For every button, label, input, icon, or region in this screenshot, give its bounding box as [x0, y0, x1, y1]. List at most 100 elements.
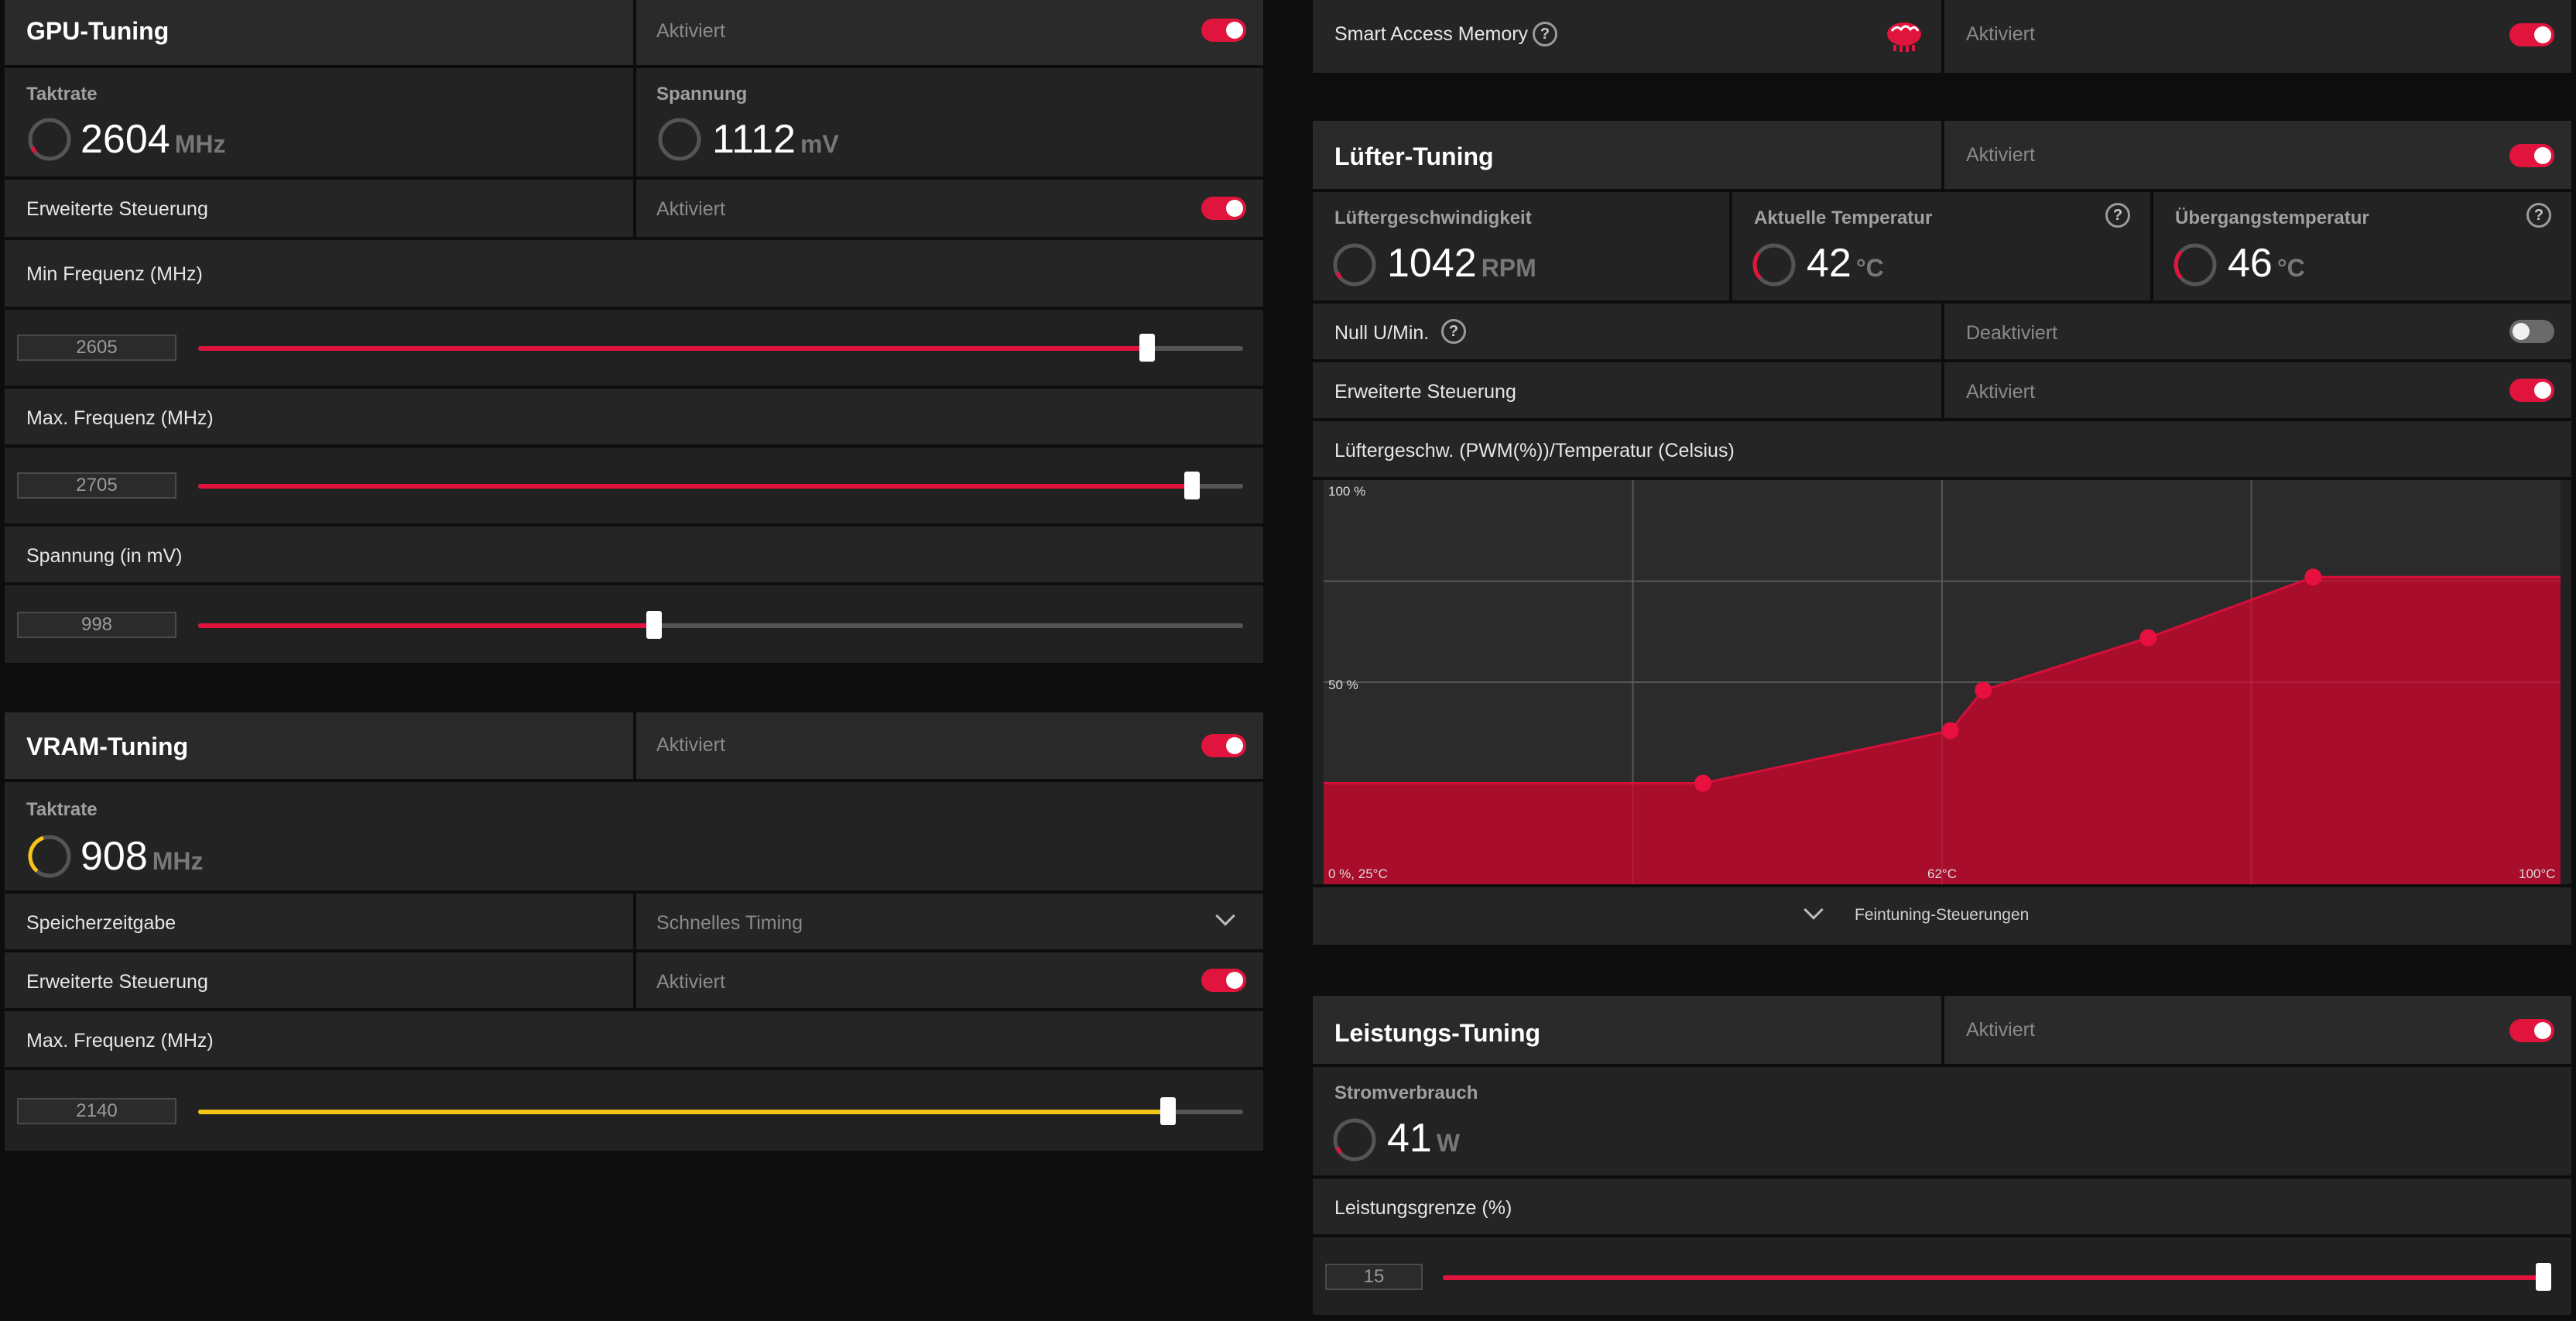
help-icon[interactable]: ? [2526, 203, 2551, 228]
vram-tuning-toggle[interactable] [1201, 734, 1246, 757]
vram-timing-value: Schnelles Timing [656, 912, 803, 934]
junction-temp-gauge-icon [2174, 243, 2217, 287]
power-limit-label-row: Leistungsgrenze (%) [1313, 1179, 2571, 1234]
zero-rpm-toggle[interactable] [2509, 320, 2554, 343]
fan-curve-area [1324, 577, 2561, 884]
sam-label-row: Smart Access Memory ? [1313, 0, 1941, 73]
fan-curve-points [1694, 568, 2322, 792]
current-temp-value: 42 °C [1807, 241, 1884, 286]
gpu-min-freq-slider-thumb[interactable] [1139, 334, 1155, 362]
gpu-advanced-status: Aktiviert [656, 198, 725, 220]
x-tick-100: 100°C [2519, 866, 2555, 881]
gpu-max-freq-label: Max. Frequenz (MHz) [26, 407, 214, 429]
power-limit-slider-thumb[interactable] [2536, 1263, 2551, 1291]
vram-max-freq-slider-thumb[interactable] [1160, 1097, 1176, 1125]
x-tick-62: 62°C [1927, 866, 1957, 881]
power-draw-gauge-icon [1333, 1118, 1376, 1161]
vram-clock-label: Taktrate [26, 799, 98, 820]
fan-advanced-status-row[interactable]: Aktiviert [1944, 362, 2571, 418]
fan-curve-point-1[interactable] [1694, 774, 1712, 792]
help-icon[interactable]: ? [1441, 319, 1466, 344]
fine-tuning-label: Feintuning-Steuerungen [1855, 906, 2030, 924]
vram-timing-label: Speicherzeitgabe [26, 912, 176, 934]
vram-max-freq-slider[interactable] [198, 1097, 1243, 1125]
gpu-max-freq-label-row: Max. Frequenz (MHz) [5, 389, 1263, 444]
fan-curve-point-2[interactable] [1941, 722, 1959, 739]
gpu-tuning-toggle[interactable] [1201, 19, 1246, 42]
vram-tuning-status-row[interactable]: Aktiviert [636, 712, 1263, 779]
vram-max-freq-slider-row: 2140 [5, 1070, 1263, 1151]
gpu-advanced-status-row[interactable]: Aktiviert [636, 180, 1263, 237]
sam-status: Aktiviert [1966, 23, 2035, 45]
vram-advanced-label-row: Erweiterte Steuerung [5, 952, 633, 1008]
gpu-tuning-header: GPU-Tuning [5, 0, 633, 65]
fan-tuning-toggle[interactable] [2509, 144, 2554, 167]
gpu-min-freq-input[interactable]: 2605 [17, 335, 176, 361]
power-limit-input[interactable]: 15 [1325, 1264, 1423, 1290]
fan-speed-tile: Lüftergeschwindigkeit 1042 RPM [1313, 192, 1729, 300]
gpu-advanced-label-row: Erweiterte Steuerung [5, 180, 633, 237]
vram-max-freq-label: Max. Frequenz (MHz) [26, 1030, 214, 1052]
zero-rpm-label-row: Null U/Min. ? [1313, 304, 1941, 359]
gpu-tuning-panel: GPU-Tuning Aktiviert Taktrate 2604 MHz Sp… [0, 0, 1263, 666]
sam-toggle[interactable] [2509, 23, 2554, 46]
power-draw-label: Stromverbrauch [1334, 1083, 1478, 1103]
fan-curve-title: Lüftergeschw. (PWM(%))/Temperatur (Celsi… [1334, 440, 1735, 461]
gpu-voltage-slider-row: 998 [5, 585, 1263, 663]
fan-advanced-toggle[interactable] [2509, 379, 2554, 402]
power-tuning-panel: Leistungs-Tuning Aktiviert Stromverbrauc… [1313, 996, 2571, 1318]
gpu-advanced-toggle[interactable] [1201, 197, 1246, 220]
zero-rpm-label: Null U/Min. [1334, 322, 1430, 344]
gpu-tuning-status: Aktiviert [656, 20, 725, 42]
sam-status-row[interactable]: Aktiviert [1944, 0, 2571, 73]
fan-curve-point-3[interactable] [1975, 681, 1992, 699]
gpu-voltage-label: Spannung [656, 84, 748, 105]
gpu-max-freq-slider[interactable] [198, 472, 1243, 499]
vram-timing-dropdown[interactable]: Schnelles Timing [636, 894, 1263, 949]
zero-rpm-status-row[interactable]: Deaktiviert [1944, 304, 2571, 359]
power-tuning-status-row[interactable]: Aktiviert [1944, 996, 2571, 1064]
gpu-max-freq-slider-thumb[interactable] [1184, 472, 1200, 499]
fan-advanced-status: Aktiviert [1966, 381, 2035, 403]
fan-curve-point-5[interactable] [2304, 568, 2322, 586]
gpu-advanced-label: Erweiterte Steuerung [26, 198, 208, 220]
gpu-voltage-slider-thumb[interactable] [646, 611, 662, 639]
fan-curve-point-4[interactable] [2139, 629, 2157, 647]
gpu-voltage-tile: Spannung 1112 mV [636, 68, 1263, 177]
power-tuning-toggle[interactable] [2509, 1019, 2554, 1042]
current-temp-label: Aktuelle Temperatur [1754, 208, 1933, 228]
fine-tuning-toggle-row[interactable]: Feintuning-Steuerungen [1313, 887, 2571, 945]
help-icon[interactable]: ? [1533, 22, 1557, 46]
fan-speed-value: 1042 RPM [1387, 241, 1536, 286]
fan-tuning-status-row[interactable]: Aktiviert [1944, 121, 2571, 189]
vram-max-freq-slider-fill [198, 1110, 1168, 1114]
chevron-down-icon [1804, 900, 1824, 920]
gpu-max-freq-slider-row: 2705 [5, 448, 1263, 523]
gpu-tuning-status-row[interactable]: Aktiviert [636, 0, 1263, 65]
gpu-voltage-slider-label-row: Spannung (in mV) [5, 527, 1263, 582]
power-tuning-header: Leistungs-Tuning [1313, 996, 1941, 1064]
gpu-min-freq-slider[interactable] [198, 334, 1243, 362]
vram-advanced-status-row[interactable]: Aktiviert [636, 952, 1263, 1008]
gpu-voltage-input[interactable]: 998 [17, 612, 176, 638]
gpu-voltage-slider[interactable] [198, 611, 1243, 639]
gpu-min-freq-slider-row: 2605 [5, 310, 1263, 386]
chevron-down-icon [1215, 906, 1235, 926]
vram-max-freq-input[interactable]: 2140 [17, 1098, 176, 1124]
gpu-min-freq-label-row: Min Frequenz (MHz) [5, 240, 1263, 307]
junction-temp-value: 46 °C [2228, 241, 2305, 286]
current-temp-gauge-icon [1752, 243, 1796, 287]
fan-curve-chart[interactable]: 100 % 50 % 0 %, 25°C 62°C 100°C [1324, 480, 2561, 884]
power-draw-tile: Stromverbrauch 41 W [1313, 1067, 2571, 1175]
gpu-voltage-slider-fill [198, 623, 654, 628]
gpu-clock-value: 2604 MHz [80, 117, 226, 162]
vram-timing-label-row: Speicherzeitgabe [5, 894, 633, 949]
gpu-tuning-title: GPU-Tuning [26, 17, 170, 45]
gpu-max-freq-input[interactable]: 2705 [17, 472, 176, 499]
fan-speed-label: Lüftergeschwindigkeit [1334, 208, 1532, 228]
help-icon[interactable]: ? [2105, 203, 2130, 228]
power-limit-slider[interactable] [1443, 1263, 2551, 1291]
y-tick-50: 50 % [1328, 678, 1358, 692]
vram-advanced-toggle[interactable] [1201, 969, 1246, 992]
vram-tuning-header: VRAM-Tuning [5, 712, 633, 779]
